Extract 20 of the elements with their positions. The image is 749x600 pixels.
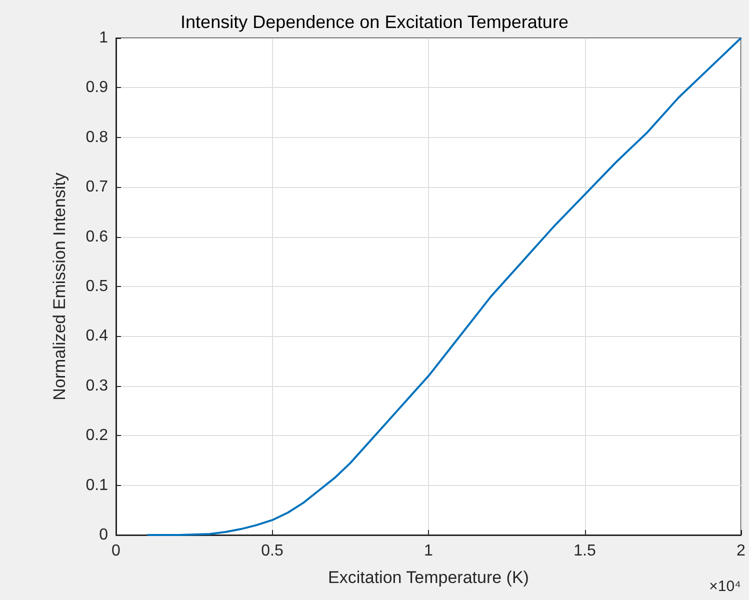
y-tick-label: 0.7 xyxy=(86,178,108,196)
x-tick-label: 1.5 xyxy=(574,542,596,560)
y-tick-label: 1 xyxy=(99,30,108,46)
y-tick-label: 0 xyxy=(99,526,108,544)
text: ×10⁴ xyxy=(709,578,741,595)
x-axis-title: Excitation Temperature (K) xyxy=(328,568,529,587)
x-tick-label: 0 xyxy=(112,542,121,560)
y-tick-label: 0.8 xyxy=(86,128,108,146)
y-tick-label: 0.9 xyxy=(86,79,108,96)
y-tick-label: 0.2 xyxy=(86,427,108,444)
y-tick-label: 0.4 xyxy=(86,328,108,345)
y-axis-title: Normalized Emission Intensity xyxy=(50,172,69,400)
x-tick-label: 2 xyxy=(736,542,746,560)
y-tick-label: 0.5 xyxy=(86,278,108,295)
y-tick-label: 0.1 xyxy=(86,476,108,494)
y-tick-label: 0.3 xyxy=(86,377,108,394)
y-tick-label: 0.6 xyxy=(86,228,108,246)
chart-title: Intensity Dependence on Excitation Temperature xyxy=(180,12,568,32)
x-tick-label: 1 xyxy=(424,542,434,560)
x-tick-label: 0.5 xyxy=(261,542,284,560)
